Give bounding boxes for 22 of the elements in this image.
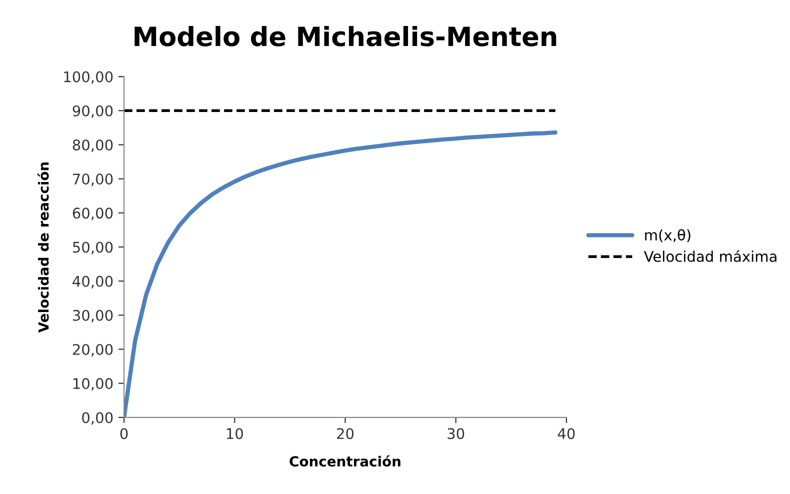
y-tick-label: 10,00	[73, 378, 113, 391]
x-axis-title: Concentración	[290, 455, 400, 467]
y-tick-label: 50,00	[72, 242, 113, 254]
y-tick-label: 30,00	[72, 310, 113, 322]
y-tick-label: 40,00	[72, 276, 113, 288]
y-tick-label: 0,00	[82, 412, 113, 425]
y-tick-label: 80,00	[72, 139, 113, 152]
legend-label: Velocidad máxima	[644, 250, 776, 262]
line-series	[124, 130, 558, 418]
x-tick-label: 10	[226, 428, 243, 440]
y-tick-label: 90,00	[72, 105, 113, 118]
x-tick-label: 20	[337, 428, 354, 440]
legend-label: m(x,θ)	[645, 229, 690, 242]
chart-title: Modelo de Michaelis-Menten	[134, 26, 556, 46]
y-tick-label: 60,00	[72, 208, 113, 220]
x-tick-label: 40	[558, 428, 575, 440]
x-tick-label: 30	[448, 428, 464, 440]
y-tick-label: 70,00	[73, 174, 113, 186]
y-tick-label: 20,00	[72, 344, 113, 356]
y-axis-title: Velocidad de reacción	[37, 162, 49, 333]
y-tick-label: 100,00	[64, 71, 113, 84]
x-tick-label: 0	[120, 428, 128, 440]
